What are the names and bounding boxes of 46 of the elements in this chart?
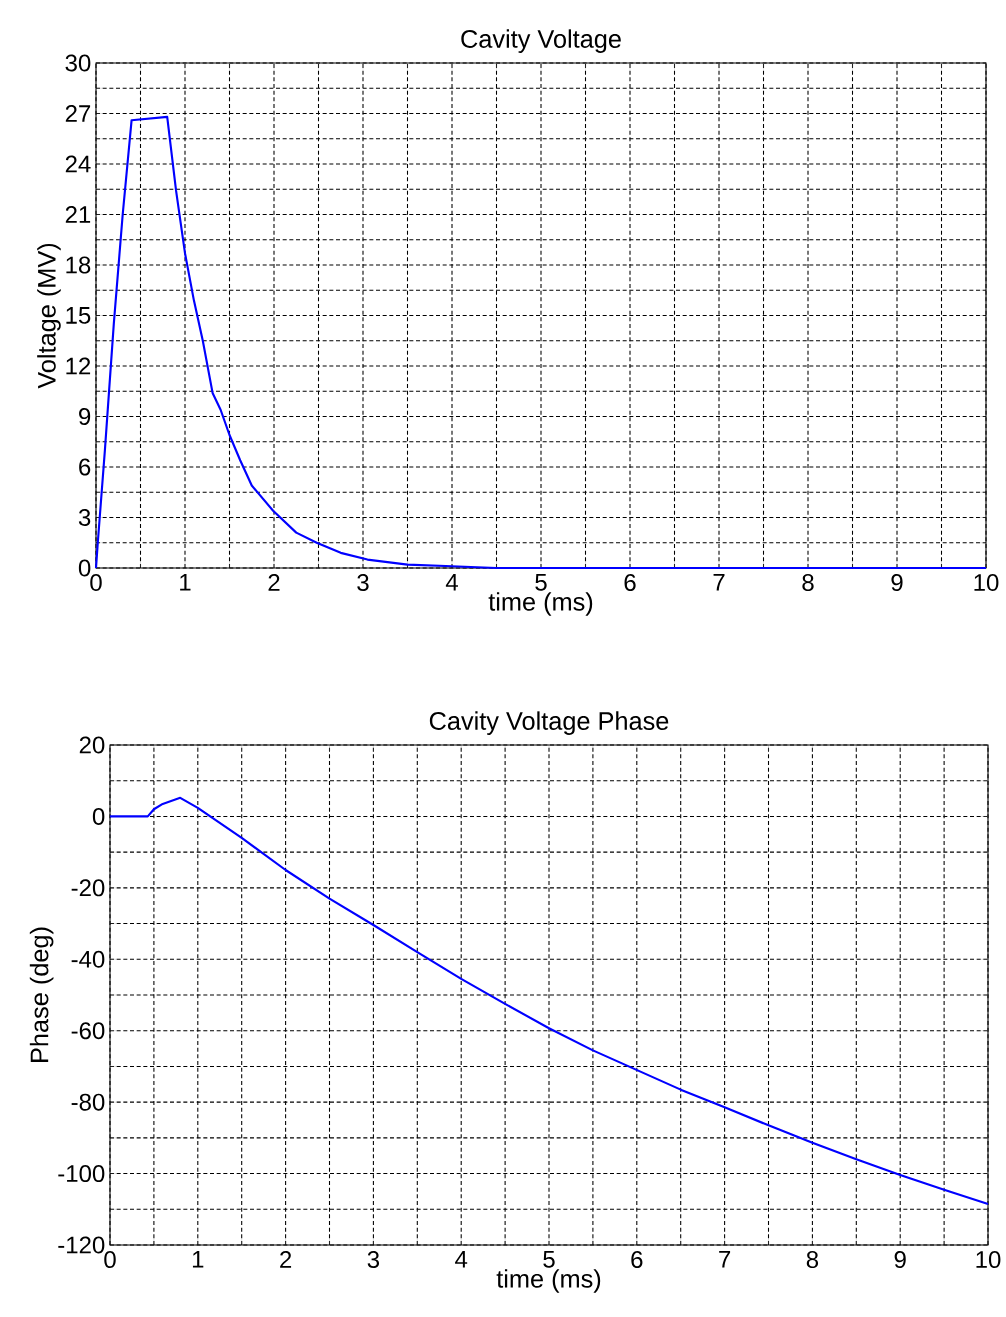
- x-tick-label: 9: [894, 1251, 906, 1269]
- x-tick-label: 1: [180, 574, 191, 591]
- x-tick-label: 3: [357, 574, 369, 592]
- x-tick-label: 8: [802, 574, 814, 592]
- y-tick-label: 30: [65, 54, 91, 72]
- y-tick-label: 0: [92, 807, 105, 825]
- y-tick-label: 20: [79, 736, 105, 754]
- y-tick-label: -60: [71, 1022, 105, 1040]
- x-axis-title: time (ms): [488, 592, 593, 616]
- x-tick-label: 5: [543, 1251, 555, 1268]
- y-axis-title: Voltage (MV): [37, 243, 61, 389]
- y-tick-label: -120: [58, 1236, 105, 1254]
- x-tick-label: 6: [624, 574, 636, 592]
- x-tick-label: 10: [974, 574, 999, 592]
- y-tick-label: -80: [71, 1093, 105, 1111]
- x-tick-label: 0: [104, 1251, 116, 1269]
- y-tick-label: 6: [79, 458, 91, 476]
- y-tick-label: 27: [65, 105, 91, 122]
- x-tick-label: 7: [713, 574, 725, 591]
- x-tick-label: 9: [891, 574, 903, 592]
- x-tick-label: 8: [806, 1251, 819, 1269]
- x-tick-label: 2: [268, 574, 280, 591]
- y-tick-label: 24: [65, 155, 91, 173]
- chart-title: Cavity Voltage: [461, 29, 621, 53]
- y-tick-label: -40: [71, 950, 105, 968]
- x-tick-label: 4: [445, 574, 459, 591]
- y-tick-label: -100: [58, 1165, 105, 1183]
- x-tick-label: 7: [719, 1251, 731, 1268]
- y-axis-title: Phase (deg): [29, 927, 54, 1062]
- y-tick-label: 9: [79, 407, 91, 425]
- y-tick-label: 0: [78, 559, 91, 577]
- x-tick-label: 10: [976, 1251, 1001, 1269]
- y-tick-label: 3: [78, 508, 91, 526]
- y-tick-label: 15: [66, 307, 91, 324]
- x-tick-label: 3: [367, 1251, 380, 1269]
- x-tick-label: 4: [455, 1251, 468, 1268]
- y-tick-label: 21: [65, 206, 91, 223]
- x-tick-label: 5: [535, 574, 547, 591]
- x-axis-title: time (ms): [496, 1269, 601, 1293]
- x-tick-label: 6: [631, 1251, 643, 1269]
- x-tick-label: 1: [193, 1251, 204, 1268]
- x-tick-label: 2: [280, 1251, 292, 1268]
- y-tick-label: 18: [66, 256, 91, 274]
- y-tick-label: 12: [66, 357, 91, 375]
- y-tick-label: -20: [71, 879, 105, 897]
- chart-title: Cavity Voltage Phase: [429, 711, 669, 735]
